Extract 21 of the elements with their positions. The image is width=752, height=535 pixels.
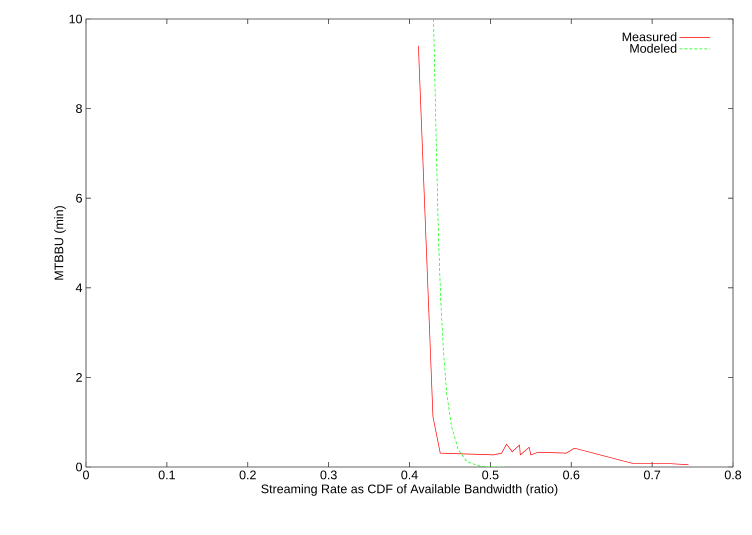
y-tick-label: 4: [76, 284, 82, 292]
x-tick-label: 0.2: [240, 470, 256, 480]
y-tick-label: 2: [76, 373, 82, 382]
x-tick-label: 0.8: [724, 470, 742, 480]
x-tick-label: 0.6: [563, 470, 580, 480]
x-tick-label: 0.7: [644, 470, 660, 480]
y-axis-title: MTBBU (min): [54, 206, 66, 280]
y-tick-label: 8: [76, 104, 82, 114]
x-axis-title: Streaming Rate as CDF of Available Bandwidth (ratio): [261, 484, 558, 496]
legend-label: Modeled: [630, 44, 676, 53]
x-tick-label: 0: [83, 470, 89, 480]
y-tick-label: 10: [70, 14, 82, 24]
y-tick-label: 6: [76, 194, 82, 203]
line-series: [433, 18, 504, 467]
legend-label: Measured: [622, 32, 676, 42]
x-tick-label: 0.1: [158, 470, 175, 480]
y-tick-label: 0: [76, 462, 82, 472]
line-series: [418, 46, 689, 466]
x-tick-label: 0.5: [482, 470, 499, 480]
x-tick-label: 0.3: [320, 470, 337, 480]
x-tick-label: 0.4: [401, 470, 418, 480]
